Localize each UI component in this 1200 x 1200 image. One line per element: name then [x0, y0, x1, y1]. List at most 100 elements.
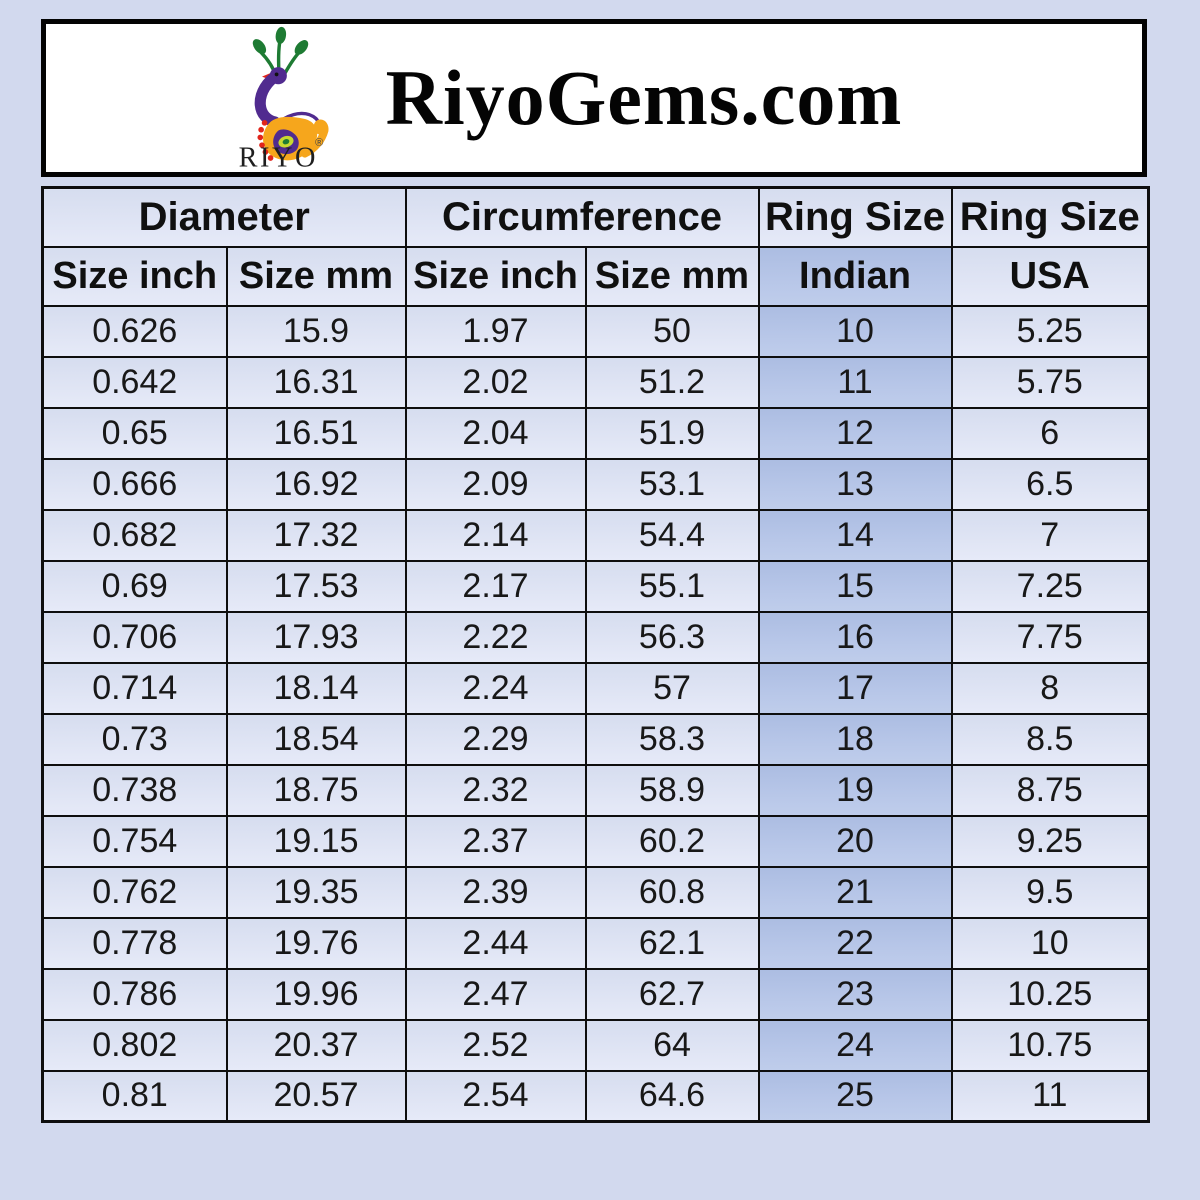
paisley-pupil-icon: [282, 139, 289, 145]
neck-icon: [254, 69, 284, 128]
riyo-peacock-logo: RIYO ®: [238, 26, 329, 170]
brand-wordmark: RIYO: [238, 143, 317, 170]
table-cell: 8.75: [950, 763, 1150, 817]
table-cell: 6: [950, 406, 1150, 460]
table-cell: 18.54: [225, 712, 407, 766]
table-cell: 62.7: [584, 967, 760, 1021]
table-cell: 2.17: [404, 559, 587, 613]
eye-icon: [274, 72, 279, 77]
cell-indian-size: 23: [757, 967, 953, 1021]
table-cell: 20.57: [225, 1069, 407, 1123]
table-cell: 2.22: [404, 610, 587, 664]
table-cell: 0.69: [41, 559, 228, 613]
table-cell: 8.5: [950, 712, 1150, 766]
table-cell: 1.97: [404, 304, 587, 358]
table-row: 0.81 20.57 2.54 64.6 25 11: [41, 1069, 1150, 1123]
registered-mark: ®: [315, 137, 324, 149]
column-header-diameter-inch: Size inch: [41, 245, 228, 307]
table-subheader-row: Size inch Size mm Size inch Size mm Indi…: [41, 245, 1150, 307]
ring-size-table: Diameter Circumference Ring Size Ring Si…: [41, 186, 1150, 1123]
cell-indian-size: 22: [757, 916, 953, 970]
table-row: 0.706 17.93 2.22 56.3 16 7.75: [41, 610, 1150, 664]
table-cell: 15.9: [225, 304, 407, 358]
table-cell: 0.81: [41, 1069, 228, 1123]
table-cell: 0.802: [41, 1018, 228, 1072]
head-icon: [269, 67, 287, 85]
table-row: 0.802 20.37 2.52 64 24 10.75: [41, 1018, 1150, 1072]
table-cell: 10.75: [950, 1018, 1150, 1072]
table-cell: 57: [584, 661, 760, 715]
table-body: 0.626 15.9 1.97 50 10 5.25 0.642 16.31 2.02 51.2 1…: [41, 304, 1150, 1123]
table-cell: 2.24: [404, 661, 587, 715]
table-cell: 17.93: [225, 610, 407, 664]
cell-indian-size: 10: [757, 304, 953, 358]
table-cell: 56.3: [584, 610, 760, 664]
table-cell: 16.92: [225, 457, 407, 511]
table-row: 0.778 19.76 2.44 62.1 22 10: [41, 916, 1150, 970]
cell-indian-size: 16: [757, 610, 953, 664]
table-cell: 10.25: [950, 967, 1150, 1021]
cell-indian-size: 17: [757, 661, 953, 715]
table-cell: 62.1: [584, 916, 760, 970]
table-row: 0.786 19.96 2.47 62.7 23 10.25: [41, 967, 1150, 1021]
table-cell: 19.35: [225, 865, 407, 919]
cell-indian-size: 21: [757, 865, 953, 919]
table-cell: 2.47: [404, 967, 587, 1021]
table-row: 0.642 16.31 2.02 51.2 11 5.75: [41, 355, 1150, 409]
column-group-diameter: Diameter: [41, 186, 407, 248]
crest-tips-icon: [252, 26, 308, 55]
table-cell: 16.51: [225, 406, 407, 460]
table-cell: 58.3: [584, 712, 760, 766]
table-cell: 0.762: [41, 865, 228, 919]
table-cell: 0.682: [41, 508, 228, 562]
table-cell: 2.09: [404, 457, 587, 511]
table-cell: 7: [950, 508, 1150, 562]
table-cell: 0.626: [41, 304, 228, 358]
table-cell: 17.32: [225, 508, 407, 562]
table-cell: 9.5: [950, 865, 1150, 919]
table-cell: 0.786: [41, 967, 228, 1021]
table-cell: 0.778: [41, 916, 228, 970]
table-row: 0.714 18.14 2.24 57 17 8: [41, 661, 1150, 715]
table-cell: 54.4: [584, 508, 760, 562]
table-row: 0.682 17.32 2.14 54.4 14 7: [41, 508, 1150, 562]
cell-indian-size: 24: [757, 1018, 953, 1072]
table-cell: 5.75: [950, 355, 1150, 409]
column-header-circumference-mm: Size mm: [584, 245, 760, 307]
cell-indian-size: 14: [757, 508, 953, 562]
table-cell: 2.04: [404, 406, 587, 460]
cell-indian-size: 19: [757, 763, 953, 817]
table-cell: 18.14: [225, 661, 407, 715]
table-row: 0.738 18.75 2.32 58.9 19 8.75: [41, 763, 1150, 817]
table-cell: 0.706: [41, 610, 228, 664]
table-cell: 0.73: [41, 712, 228, 766]
table-cell: 0.642: [41, 355, 228, 409]
table-cell: 0.65: [41, 406, 228, 460]
table-cell: 2.54: [404, 1069, 587, 1123]
cell-indian-size: 13: [757, 457, 953, 511]
table-cell: 5.25: [950, 304, 1150, 358]
table-cell: 0.666: [41, 457, 228, 511]
table-cell: 8: [950, 661, 1150, 715]
table-group-header-row: Diameter Circumference Ring Size Ring Si…: [41, 186, 1150, 248]
table-cell: 2.14: [404, 508, 587, 562]
table-cell: 64.6: [584, 1069, 760, 1123]
table-cell: 11: [950, 1069, 1150, 1123]
table-cell: 0.714: [41, 661, 228, 715]
table-cell: 17.53: [225, 559, 407, 613]
table-row: 0.69 17.53 2.17 55.1 15 7.25: [41, 559, 1150, 613]
tail-curl-icon: [300, 119, 329, 158]
table-cell: 64: [584, 1018, 760, 1072]
table-cell: 2.37: [404, 814, 587, 868]
table-cell: 18.75: [225, 763, 407, 817]
column-header-circumference-inch: Size inch: [404, 245, 587, 307]
cell-indian-size: 12: [757, 406, 953, 460]
cell-indian-size: 15: [757, 559, 953, 613]
cell-indian-size: 25: [757, 1069, 953, 1123]
table-cell: 50: [584, 304, 760, 358]
table-cell: 60.8: [584, 865, 760, 919]
table-cell: 9.25: [950, 814, 1150, 868]
table-cell: 51.9: [584, 406, 760, 460]
table-row: 0.73 18.54 2.29 58.3 18 8.5: [41, 712, 1150, 766]
